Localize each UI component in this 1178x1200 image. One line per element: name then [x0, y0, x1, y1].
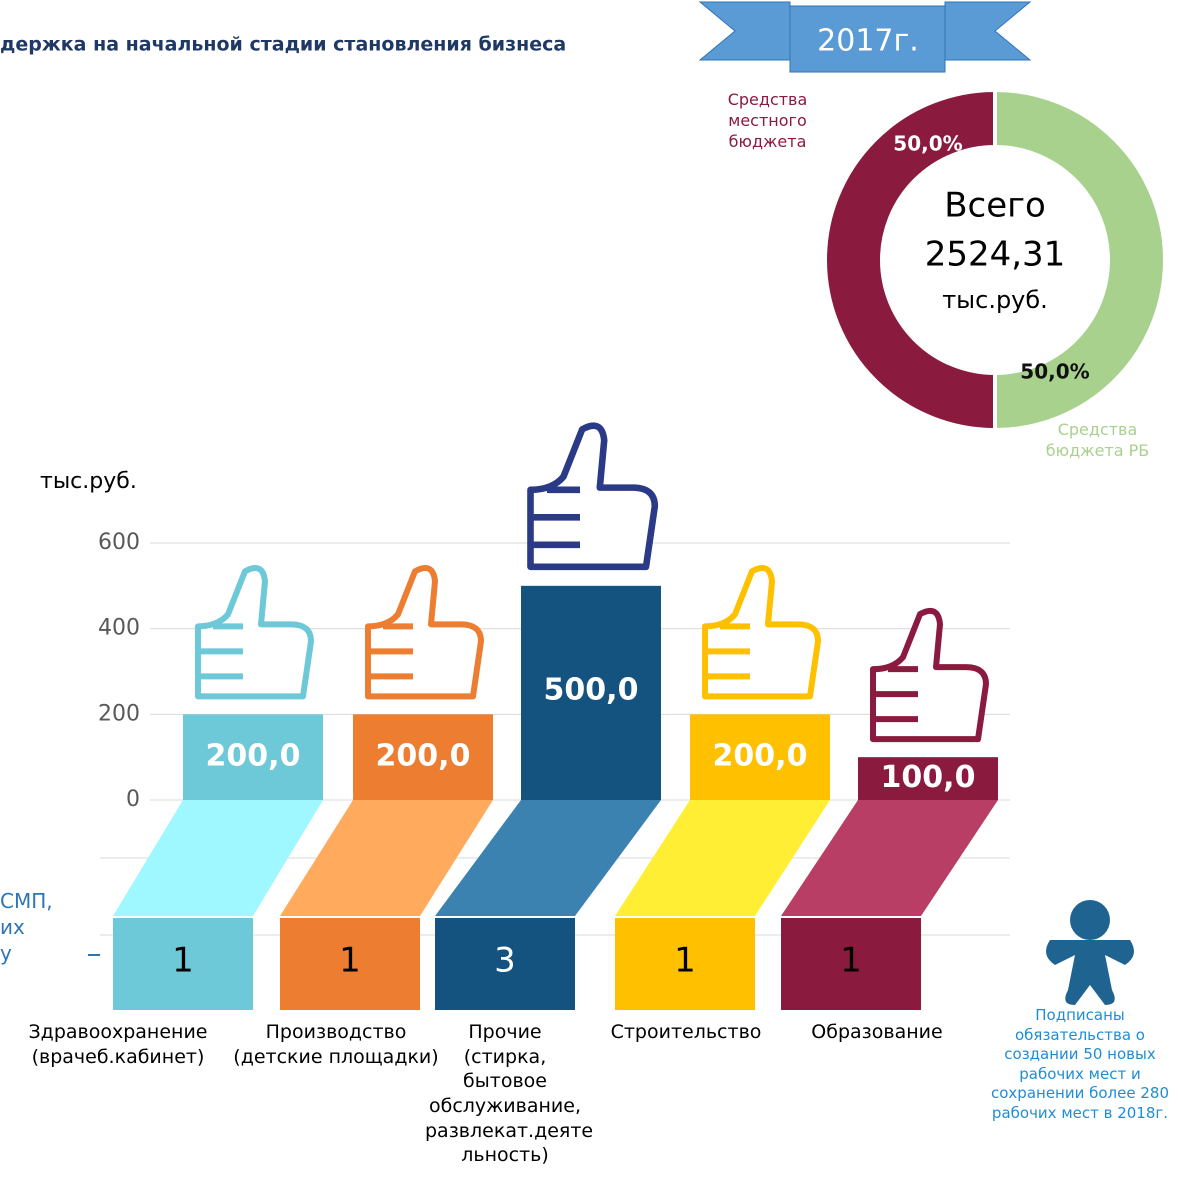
x-tick-label: Производство (детские площадки): [233, 1021, 439, 1068]
x-tick-label: Прочие (стирка, бытовое обслуживание, ра…: [425, 1021, 594, 1167]
count-box: [113, 918, 253, 1010]
connector: [435, 800, 661, 916]
legend-label: Средства бюджета РБ: [1045, 420, 1150, 460]
connector: [615, 800, 830, 916]
bar: [690, 714, 830, 800]
count-label: 3: [494, 941, 516, 981]
y-tick-label: 600: [98, 530, 140, 555]
icon: [1046, 900, 1134, 1005]
legend-label: Средства местного бюджета: [727, 90, 808, 151]
count-label: 1: [840, 941, 862, 981]
connector: [280, 800, 493, 916]
banner-right: [944, 1, 1032, 61]
title: держка на начальной стадии становления б…: [0, 34, 566, 56]
donut-center-text: тыс.руб.: [942, 286, 1048, 314]
bar: [858, 757, 998, 800]
y-axis-label: тыс.руб.: [40, 469, 137, 494]
x-tick-label: Здравоохранение (врачеб.кабинет): [28, 1021, 208, 1068]
value-label: 100,0: [881, 760, 976, 795]
year-banner: 2017г.: [817, 24, 919, 59]
thumb-icon: [365, 565, 484, 700]
banner-center: [789, 5, 946, 73]
thumb-icon: [527, 422, 659, 571]
y-tick-label: 400: [98, 616, 140, 641]
thumb-icon: [870, 607, 989, 743]
count-label: 1: [339, 941, 361, 981]
value-label: 200,0: [713, 739, 808, 774]
donut-value-label: 50,0%: [1020, 360, 1089, 384]
donut-center-text: 2524,31: [925, 235, 1066, 275]
value-label: 200,0: [206, 739, 301, 774]
bar: [183, 714, 323, 800]
thumb-icon: [195, 565, 314, 700]
value-label: 500,0: [544, 672, 639, 707]
count-box: [280, 918, 420, 1010]
x-tick-label: Строительство: [610, 1021, 762, 1043]
donut-value-label: 50,0%: [893, 132, 962, 156]
bar: [521, 585, 661, 800]
side-note: СМП, их у: [0, 889, 53, 965]
count-box: [435, 918, 575, 1010]
banner-left: [698, 1, 791, 61]
y-tick-label: 0: [126, 787, 140, 812]
count-box: [781, 918, 921, 1010]
count-label: 1: [172, 941, 194, 981]
connector: [113, 800, 323, 916]
footnote: Подписаны обязательства о создании 50 но…: [991, 1006, 1169, 1122]
value-label: 200,0: [376, 739, 471, 774]
thumb-icon: [702, 565, 821, 700]
x-tick-label: Образование: [811, 1021, 943, 1043]
donut-segment: [823, 87, 997, 433]
count-label: 1: [674, 941, 696, 981]
connector: [781, 800, 998, 916]
count-box: [615, 918, 755, 1010]
bar: [353, 714, 493, 800]
donut-center-text: Всего: [944, 186, 1046, 226]
y-tick-label: 200: [98, 701, 140, 726]
donut-segment: [993, 87, 1167, 433]
